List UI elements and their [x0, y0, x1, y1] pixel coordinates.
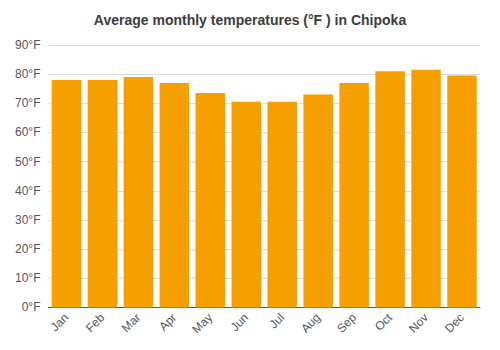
- svg-text:90°F: 90°F: [15, 38, 40, 52]
- svg-text:Feb: Feb: [83, 310, 108, 335]
- svg-text:60°F: 60°F: [15, 125, 40, 139]
- svg-text:0°F: 0°F: [22, 300, 41, 314]
- svg-text:70°F: 70°F: [15, 96, 40, 110]
- svg-text:Mar: Mar: [119, 311, 144, 335]
- svg-text:40°F: 40°F: [15, 184, 40, 198]
- svg-text:80°F: 80°F: [15, 67, 40, 81]
- svg-text:Apr: Apr: [156, 311, 179, 334]
- svg-text:50°F: 50°F: [15, 155, 40, 169]
- svg-text:Jul: Jul: [266, 311, 287, 332]
- svg-text:Sep: Sep: [334, 310, 359, 335]
- svg-text:10°F: 10°F: [15, 271, 40, 285]
- svg-text:Nov: Nov: [406, 311, 431, 336]
- svg-text:20°F: 20°F: [15, 242, 40, 256]
- svg-text:Aug: Aug: [298, 311, 323, 336]
- svg-text:30°F: 30°F: [15, 213, 40, 227]
- svg-text:May: May: [189, 311, 215, 337]
- svg-text:Dec: Dec: [442, 311, 467, 336]
- svg-text:Jan: Jan: [48, 311, 72, 335]
- svg-text:Jun: Jun: [228, 311, 252, 335]
- svg-text:Average monthly temperatures (: Average monthly temperatures (°F ) in Ch…: [94, 12, 407, 28]
- svg-text:Oct: Oct: [372, 310, 396, 334]
